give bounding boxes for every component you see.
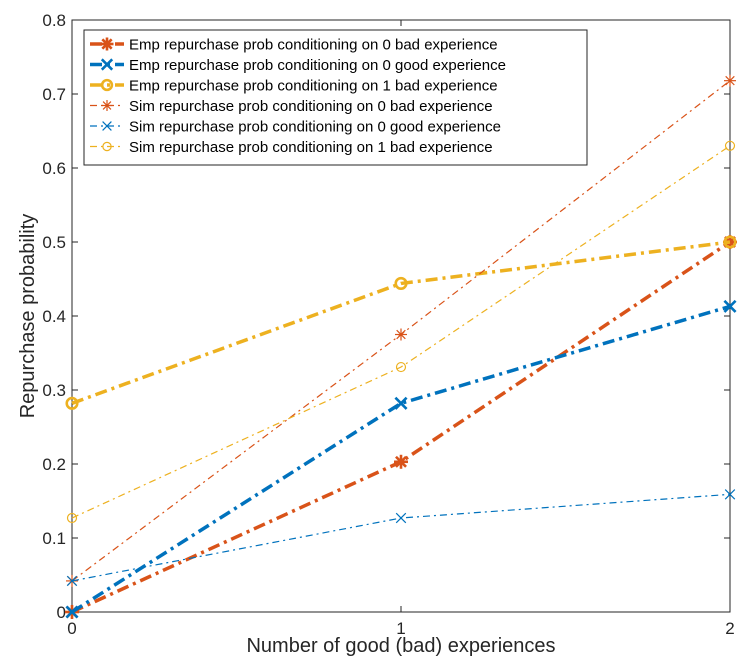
y-tick-label: 0 — [57, 603, 66, 622]
legend-entry: Sim repurchase prob conditioning on 0 ba… — [90, 98, 493, 115]
series-line — [71, 240, 731, 614]
legend-marker — [100, 58, 114, 71]
data-point — [724, 74, 736, 87]
y-tick-label: 0.7 — [42, 85, 66, 104]
y-tick-label: 0.1 — [42, 529, 66, 548]
data-point — [723, 299, 737, 313]
data-point — [723, 235, 737, 249]
y-tick-label: 0.6 — [42, 159, 66, 178]
legend-marker — [100, 78, 114, 92]
y-tick-label: 0.3 — [42, 381, 66, 400]
series-layer — [65, 74, 737, 619]
series-3 — [65, 235, 737, 410]
data-point — [724, 489, 736, 500]
legend-entry: Emp repurchase prob conditioning on 0 ba… — [90, 37, 498, 54]
y-axis-label: Repurchase probability — [17, 214, 39, 419]
y-tick-label: 0.8 — [42, 11, 66, 30]
legend-marker — [101, 100, 113, 111]
y-tick-label: 0.2 — [42, 455, 66, 474]
x-tick-label: 0 — [67, 619, 76, 638]
legend-label: Sim repurchase prob conditioning on 0 ba… — [129, 98, 493, 115]
legend-label: Sim repurchase prob conditioning on 1 ba… — [129, 139, 493, 156]
data-point — [65, 396, 79, 410]
legend-box — [83, 29, 588, 166]
data-point — [724, 140, 736, 151]
x-tick-label: 1 — [396, 619, 405, 638]
legend-marker — [102, 121, 112, 131]
legend-marker — [102, 141, 112, 152]
series-6 — [66, 140, 736, 524]
legend-label: Emp repurchase prob conditioning on 0 go… — [129, 57, 506, 74]
series-line — [71, 240, 731, 405]
x-tick-label: 2 — [725, 619, 734, 638]
series-1 — [65, 235, 737, 619]
series-5 — [66, 489, 736, 587]
legend-label: Emp repurchase prob conditioning on 1 ba… — [129, 78, 498, 95]
legend-entry: Sim repurchase prob conditioning on 1 ba… — [90, 139, 493, 156]
legend-label: Emp repurchase prob conditioning on 0 ba… — [129, 37, 498, 54]
data-point — [394, 396, 408, 410]
data-point — [395, 512, 407, 524]
data-point — [66, 512, 78, 524]
data-point — [65, 605, 79, 619]
series-line — [71, 145, 731, 519]
data-point — [395, 328, 407, 341]
x-axis-label: Number of good (bad) experiences — [246, 635, 555, 657]
legend-entry: Emp repurchase prob conditioning on 1 ba… — [90, 78, 498, 95]
y-tick-label: 0.5 — [42, 233, 66, 252]
data-point — [66, 575, 78, 587]
axis-ticks: 0 0.1 0.2 0.3 0.4 0.5 0.6 0.7 0.8 0 1 2 — [42, 11, 734, 638]
legend-label: Sim repurchase prob conditioning on 0 go… — [129, 119, 501, 136]
legend-entry: Emp repurchase prob conditioning on 0 go… — [90, 57, 506, 74]
series-2 — [65, 299, 737, 619]
legend: Emp repurchase prob conditioning on 0 ba… — [83, 29, 588, 166]
series-line — [71, 304, 731, 614]
legend-entry: Sim repurchase prob conditioning on 0 go… — [90, 119, 501, 136]
data-point — [395, 361, 407, 373]
y-tick-label: 0.4 — [42, 307, 66, 326]
data-point — [394, 454, 408, 469]
legend-marker — [100, 37, 114, 51]
data-point — [394, 276, 408, 290]
